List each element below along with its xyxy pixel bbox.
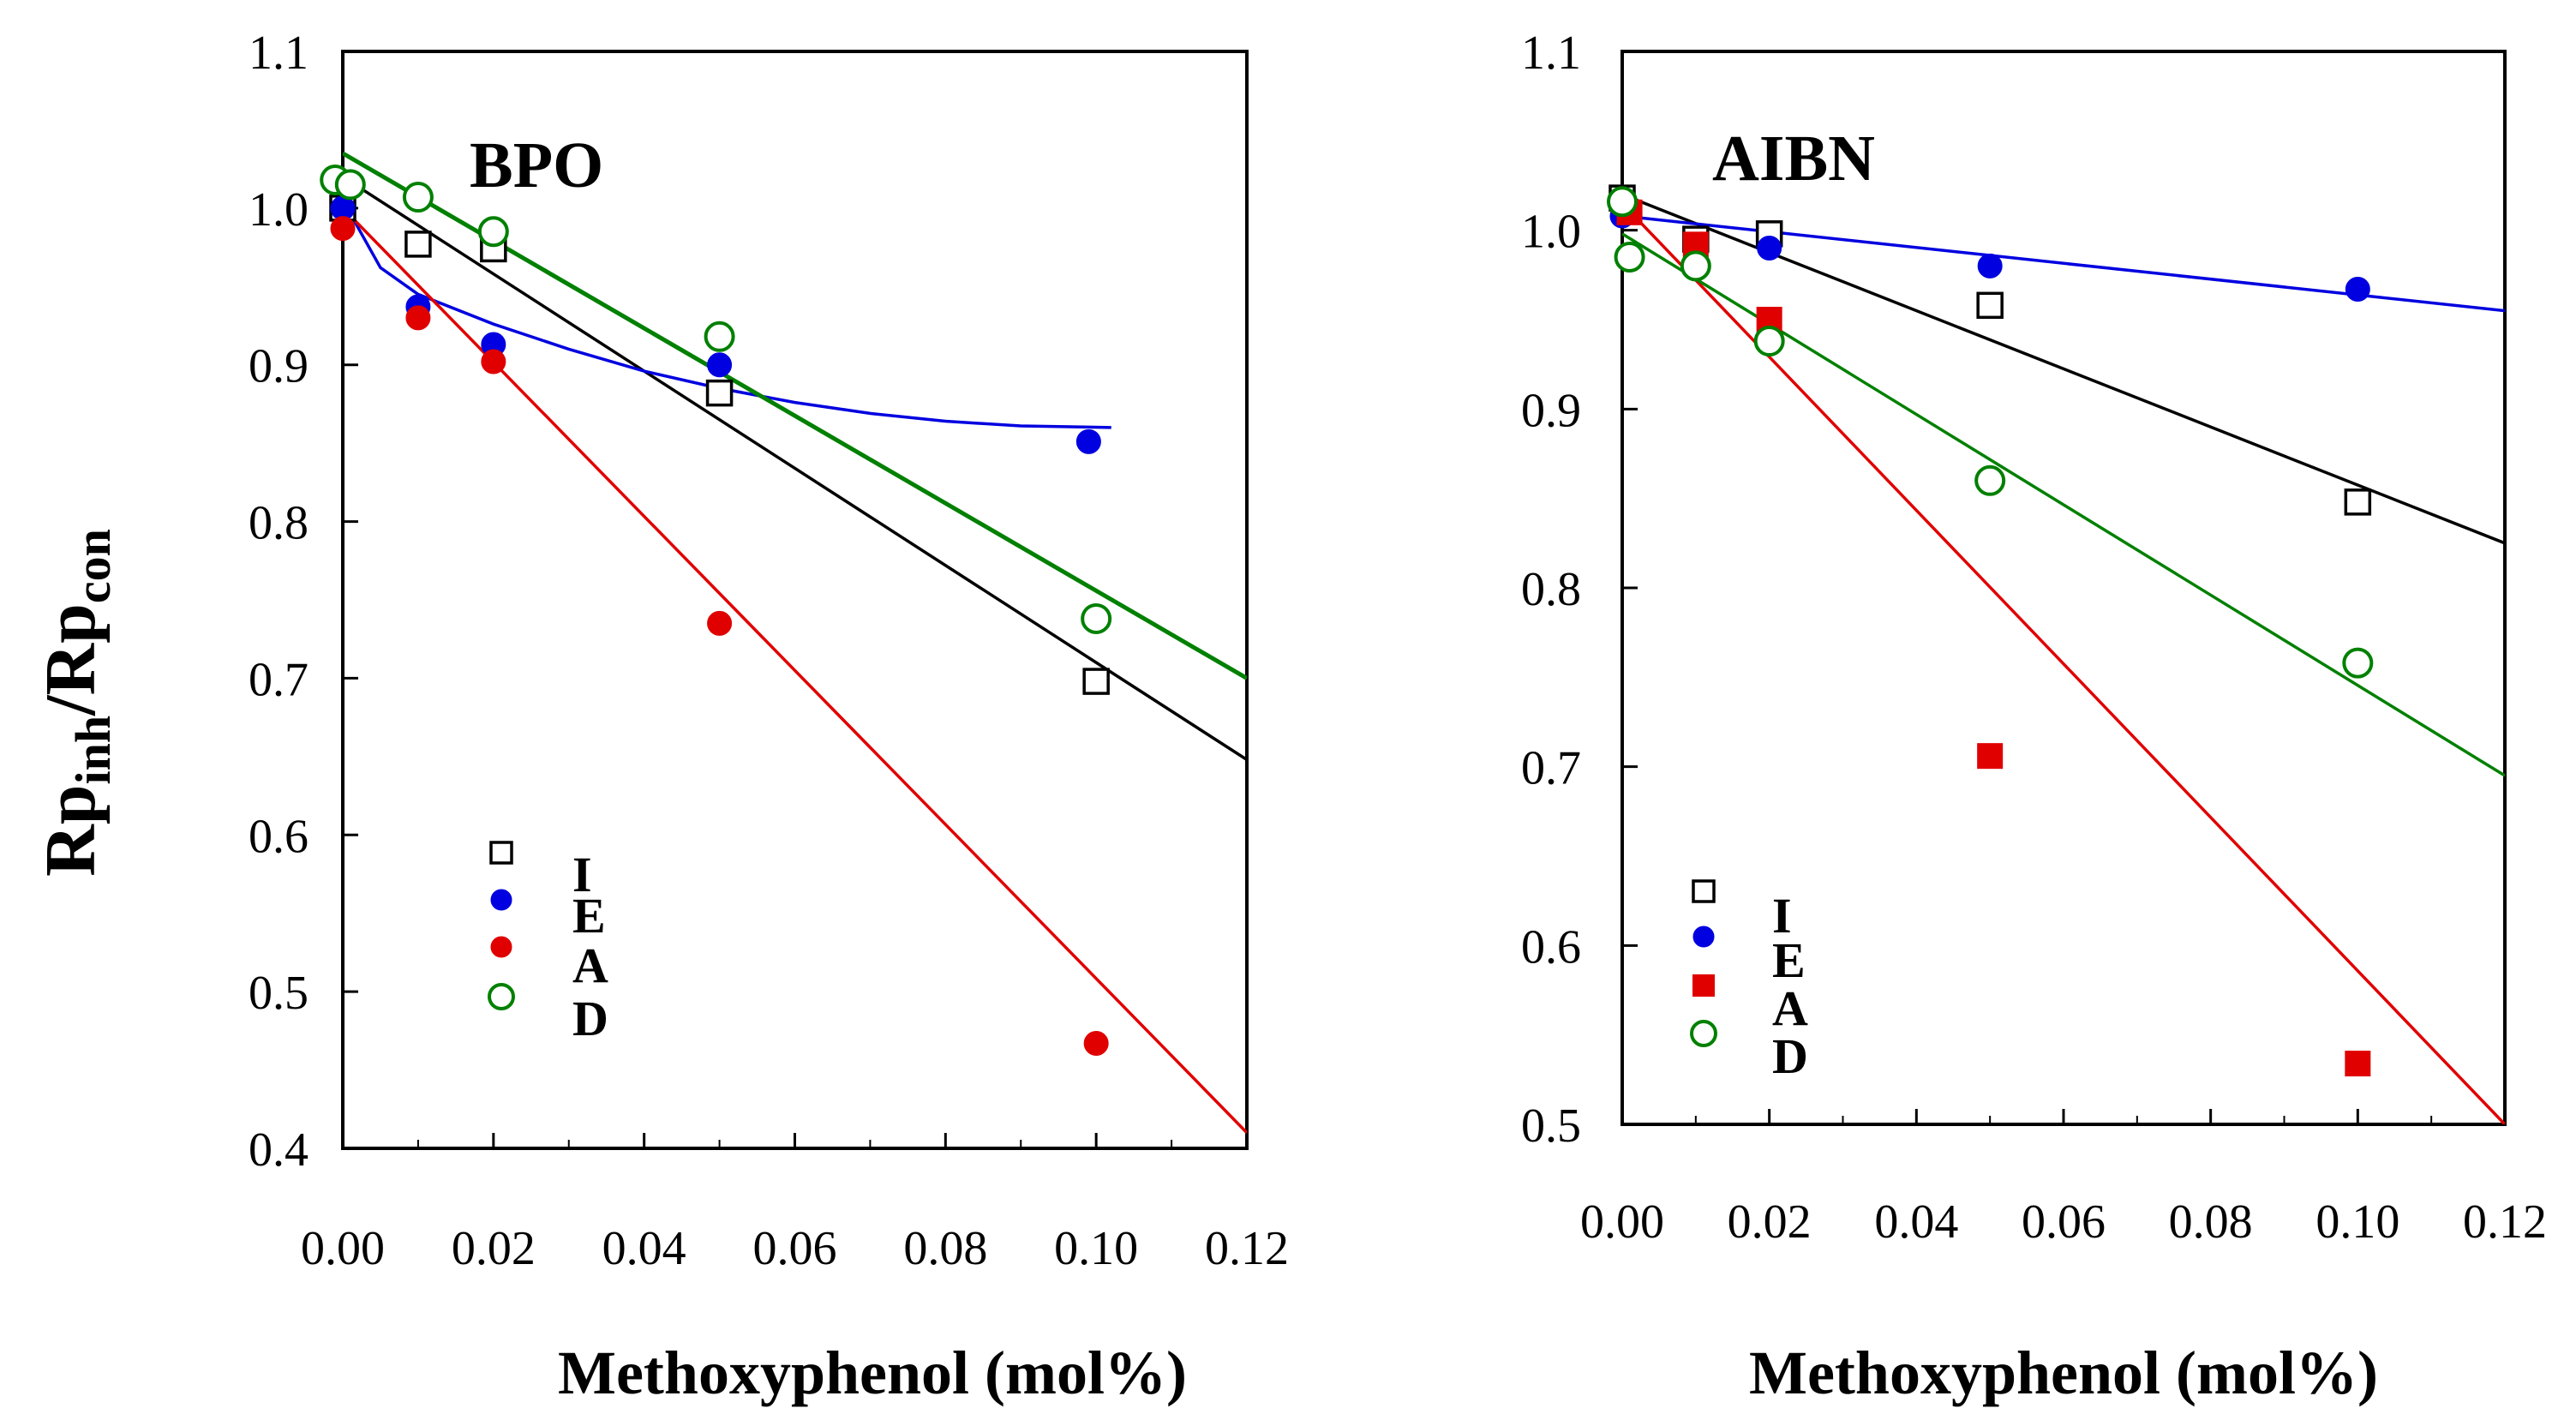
aibn-point-d	[1607, 186, 1638, 218]
bpo-panel: 0.4 0.5 0.6 0.7 0.8 0.9 1.0 1.1 0.00 0.02 0.04 0.06…	[249, 27, 1289, 1275]
aibn-x-tick-label: 0.06	[2022, 1195, 2106, 1249]
bpo-x-tick-label: 0.06	[753, 1222, 837, 1275]
aibn-x-tick-label: 0.02	[1728, 1195, 1812, 1249]
bpo-legend-label-d: D	[572, 991, 608, 1046]
bpo-legend-label-i: I	[572, 847, 592, 902]
aibn-x-tick-label: 0.00	[1580, 1195, 1664, 1249]
bpo-point-a	[707, 610, 733, 636]
aibn-fit-line-e	[1622, 214, 2505, 313]
bpo-fit-line-a	[343, 207, 1247, 1134]
bpo-fit-line-i	[343, 175, 1247, 761]
bpo-point-e	[1075, 428, 1101, 454]
aibn-y-tick-label: 1.0	[1521, 206, 1581, 259]
bpo-point-a	[1083, 1030, 1109, 1056]
bpo-y-tick-label: 0.4	[249, 1123, 309, 1177]
aibn-plot-frame	[1620, 50, 2507, 1126]
aibn-x-tick-label: 0.12	[2463, 1195, 2547, 1249]
bpo-x-tick-label: 0.00	[301, 1222, 385, 1275]
y-axis-title-sub1: inh	[65, 716, 121, 785]
aibn-x-tick-label: 0.08	[2169, 1195, 2253, 1249]
aibn-y-tick-label: 0.9	[1521, 384, 1581, 437]
aibn-y-tick-label: 0.7	[1521, 742, 1581, 795]
bpo-fit-line-e	[343, 199, 1111, 429]
bpo-panel-title: BPO	[470, 129, 603, 201]
aibn-fit-line-d	[1622, 232, 2505, 777]
aibn-x-tick-label: 0.04	[1874, 1195, 1958, 1249]
aibn-x-tick-label: 0.10	[2315, 1195, 2399, 1249]
aibn-legend-label-a: A	[1772, 980, 1808, 1036]
aibn-legend-label-d: D	[1772, 1028, 1808, 1084]
bpo-point-i	[1082, 668, 1110, 695]
bpo-legend-marker-e	[490, 889, 512, 911]
bpo-y-tick-label: 0.8	[249, 497, 309, 550]
aibn-fit-line-a	[1622, 202, 2505, 1124]
bpo-point-d	[477, 216, 509, 248]
aibn-point-a	[2345, 1051, 2371, 1077]
aibn-point-d	[1753, 326, 1785, 357]
aibn-legend-label-e: E	[1772, 932, 1806, 988]
bpo-legend-marker-i	[489, 841, 513, 865]
aibn-point-d	[1974, 464, 2006, 496]
y-axis-title-main: Rp	[31, 784, 111, 876]
bpo-legend-label-e: E	[572, 888, 606, 944]
bpo-y-tick-label: 0.7	[249, 653, 309, 706]
bpo-x-tick-label: 0.10	[1054, 1222, 1138, 1275]
aibn-point-i	[2344, 488, 2372, 516]
y-axis-title-slash: /Rp	[31, 603, 111, 716]
aibn-point-e	[2345, 277, 2370, 303]
aibn-legend-marker-e	[1692, 926, 1715, 948]
bpo-point-e	[707, 352, 733, 378]
bpo-y-tick-label: 0.6	[249, 810, 309, 863]
bpo-point-d	[1081, 602, 1112, 634]
bpo-x-axis-title: Methoxyphenol (mol%)	[558, 1339, 1187, 1407]
aibn-y-tick-label: 0.5	[1521, 1099, 1581, 1153]
aibn-y-tick-label: 0.8	[1521, 563, 1581, 616]
aibn-y-tick-label: 1.1	[1521, 27, 1581, 80]
aibn-point-d	[1614, 241, 1645, 273]
aibn-point-a	[1977, 743, 2004, 770]
bpo-legend-marker-d	[488, 983, 515, 1010]
aibn-y-tick-label: 0.6	[1521, 920, 1581, 974]
aibn-point-d	[1680, 250, 1711, 282]
aibn-legend-marker-a	[1692, 974, 1715, 997]
aibn-legend-label-i: I	[1772, 888, 1792, 944]
y-axis-title: Rpinh/Rpcon	[31, 529, 121, 877]
bpo-point-i	[404, 231, 432, 258]
bpo-point-d	[334, 169, 366, 201]
aibn-x-axis-title: Methoxyphenol (mol%)	[1749, 1339, 2378, 1407]
bpo-point-a	[481, 349, 506, 374]
bpo-legend-marker-a	[490, 936, 512, 958]
bpo-point-a	[330, 216, 356, 242]
bpo-y-tick-label: 1.1	[249, 27, 309, 80]
aibn-legend-marker-i	[1692, 879, 1716, 903]
bpo-point-d	[402, 182, 434, 213]
bpo-y-tick-label: 1.0	[249, 183, 309, 237]
bpo-point-a	[405, 305, 431, 331]
aibn-legend-marker-d	[1690, 1020, 1717, 1047]
aibn-point-e	[1977, 253, 2003, 279]
bpo-y-tick-label: 0.9	[249, 340, 309, 393]
aibn-panel-title: AIBN	[1712, 123, 1875, 195]
bpo-x-tick-label: 0.12	[1205, 1222, 1289, 1275]
y-axis-title-sub2: con	[65, 529, 121, 603]
aibn-point-i	[1976, 291, 2004, 320]
aibn-point-d	[2342, 647, 2374, 679]
bpo-x-tick-label: 0.04	[602, 1222, 686, 1275]
bpo-point-i	[705, 379, 734, 407]
bpo-point-d	[704, 321, 735, 352]
bpo-x-tick-label: 0.02	[452, 1222, 536, 1275]
aibn-fit-line-i	[1622, 193, 2505, 545]
bpo-legend-label-a: A	[572, 938, 608, 993]
bpo-y-tick-label: 0.5	[249, 967, 309, 1020]
bpo-x-tick-label: 0.08	[903, 1222, 987, 1275]
aibn-panel: 0.5 0.6 0.7 0.8 0.9 1.0 1.1 0.00 0.02 0.04 0.06 0.0…	[1521, 27, 2547, 1249]
aibn-point-e	[1757, 236, 1782, 261]
